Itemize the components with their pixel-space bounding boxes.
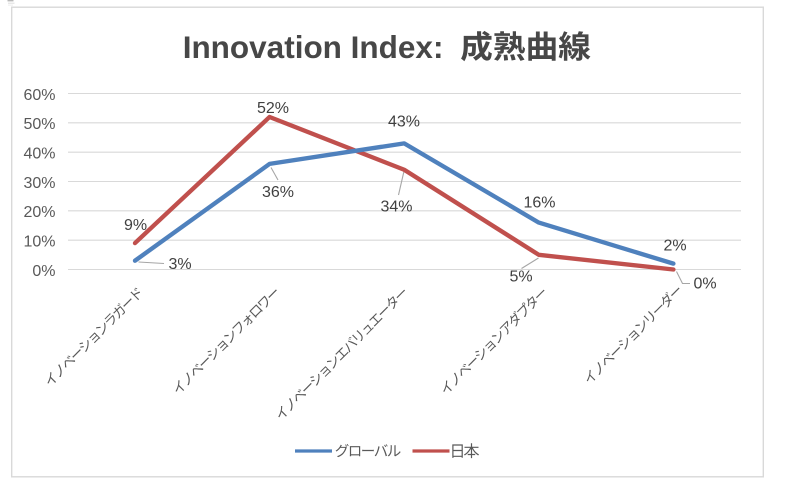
svg-text:10%: 10% <box>23 234 55 251</box>
svg-text:52%: 52% <box>257 100 289 117</box>
svg-text:20%: 20% <box>23 204 55 221</box>
svg-text:30%: 30% <box>23 175 55 192</box>
svg-text:60%: 60% <box>23 87 55 104</box>
svg-text:16%: 16% <box>523 195 555 212</box>
svg-text:0%: 0% <box>32 263 55 280</box>
svg-text:43%: 43% <box>388 114 420 131</box>
svg-text:0%: 0% <box>693 276 716 293</box>
svg-text:40%: 40% <box>23 146 55 163</box>
svg-text:9%: 9% <box>124 217 147 234</box>
svg-text:5%: 5% <box>509 268 532 285</box>
svg-text:Innovation Index:: Innovation Index: <box>183 29 444 65</box>
svg-text:3%: 3% <box>168 256 191 273</box>
svg-text:2%: 2% <box>663 237 686 254</box>
svg-text:50%: 50% <box>23 116 55 133</box>
svg-text:34%: 34% <box>380 199 412 216</box>
svg-text:36%: 36% <box>262 184 294 201</box>
